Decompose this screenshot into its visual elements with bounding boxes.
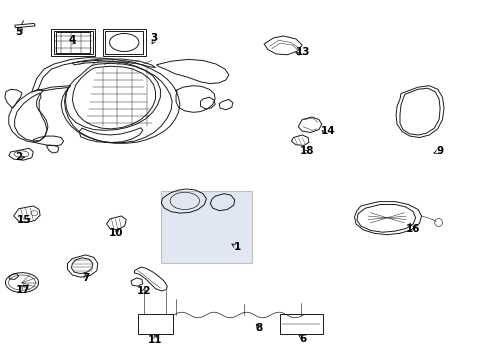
Text: 5: 5: [15, 27, 22, 37]
Text: 7: 7: [81, 273, 89, 283]
Text: 6: 6: [299, 334, 306, 344]
Text: 2: 2: [15, 152, 22, 162]
Text: 14: 14: [320, 126, 334, 136]
Text: 8: 8: [255, 323, 262, 333]
Text: 18: 18: [299, 146, 314, 156]
Text: 3: 3: [150, 33, 157, 43]
Text: 9: 9: [436, 146, 443, 156]
Text: 17: 17: [16, 285, 31, 295]
Text: 16: 16: [405, 224, 420, 234]
Text: 10: 10: [109, 228, 123, 238]
Text: 12: 12: [137, 286, 151, 296]
Text: 4: 4: [68, 35, 76, 45]
FancyBboxPatch shape: [161, 191, 251, 263]
Text: 1: 1: [233, 242, 240, 252]
Text: 11: 11: [148, 335, 163, 345]
Text: 15: 15: [17, 215, 32, 225]
Text: 13: 13: [295, 47, 310, 57]
